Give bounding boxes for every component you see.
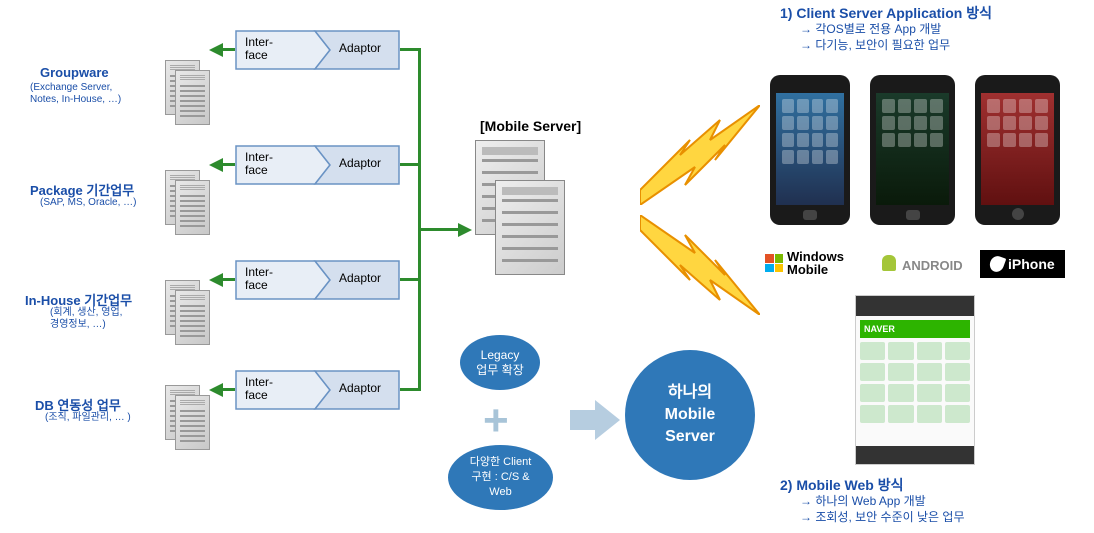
interface-adaptor-0: Inter- face Adaptor <box>235 30 400 70</box>
legacy-title-0: Groupware <box>40 65 109 80</box>
cs-sub: → 각OS별로 전용 App 개발 → 다기능, 보안이 필요한 업무 <box>800 21 950 53</box>
legacy-sub-3: (조직, 파일관리, … ) <box>45 412 131 424</box>
phone-android <box>870 75 955 225</box>
mobile-server-front <box>495 180 565 275</box>
lightning-down <box>640 215 760 315</box>
arrow-server-3 <box>209 383 223 397</box>
windows-icon <box>765 254 783 272</box>
legacy-sub-1: (SAP, MS, Oracle, …) <box>40 197 137 209</box>
phone-windows-mobile <box>770 75 850 225</box>
conn-h-2 <box>223 278 235 281</box>
phone-iphone <box>975 75 1060 225</box>
arrow-server-1 <box>209 158 223 172</box>
arrow-to-big-circle <box>570 400 620 440</box>
mobile-server-title: [Mobile Server] <box>480 118 581 134</box>
plus-icon: + <box>483 396 509 446</box>
interface-adaptor-2: Inter- face Adaptor <box>235 260 400 300</box>
bus-h-0 <box>400 48 420 51</box>
interface-adaptor-1: Inter- face Adaptor <box>235 145 400 185</box>
os-android: ANDROID <box>880 255 963 275</box>
legacy-sub-0: (Exchange Server, Notes, In-House, …) <box>30 82 121 106</box>
bus-v <box>418 48 421 391</box>
legacy-server-2b <box>175 290 210 345</box>
bus-to-ms <box>418 228 458 231</box>
legacy-server-1b <box>175 180 210 235</box>
legacy-sub-2: (회계, 생산, 영업, 경영정보, …) <box>50 307 122 331</box>
os-iphone: iPhone <box>980 250 1065 278</box>
conn-h-3 <box>223 388 235 391</box>
circle-clients: 다양한 Client 구현 : C/S & Web <box>448 445 553 510</box>
os-windows-mobile: Windows Mobile <box>765 250 844 276</box>
arrow-server-0 <box>209 43 223 57</box>
lightning-up <box>640 105 760 205</box>
mw-title: 2) Mobile Web 방식 <box>780 475 904 495</box>
android-icon <box>880 255 898 275</box>
legacy-server-0b <box>175 70 210 125</box>
bus-h-2 <box>400 278 420 281</box>
circle-main: 하나의 Mobile Server <box>625 350 755 480</box>
bus-h-1 <box>400 163 420 166</box>
arrow-server-2 <box>209 273 223 287</box>
cs-title: 1) Client Server Application 방식 <box>780 3 992 23</box>
interface-adaptor-3: Inter- face Adaptor <box>235 370 400 410</box>
conn-h-1 <box>223 163 235 166</box>
mobile-web-screenshot: NAVER <box>855 295 975 465</box>
arrow-to-ms <box>458 223 472 237</box>
conn-h-0 <box>223 48 235 51</box>
mw-sub: → 하나의 Web App 개발 → 조회성, 보안 수준이 낮은 업무 <box>800 493 965 525</box>
legacy-server-3b <box>175 395 210 450</box>
bus-h-3 <box>400 388 420 391</box>
circle-legacy: Legacy 업무 확장 <box>460 335 540 390</box>
